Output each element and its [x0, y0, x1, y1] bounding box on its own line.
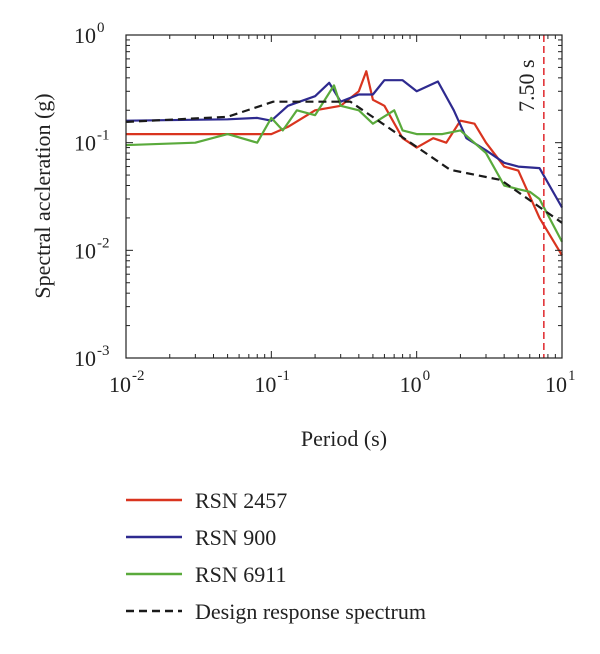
- x-tick-label: 10: [400, 372, 422, 397]
- series-line-0: [126, 70, 563, 256]
- annotation-label: 7.50 s: [514, 59, 539, 112]
- x-tick-label: 10: [109, 372, 131, 397]
- legend: RSN 2457 RSN 900 RSN 6911 Design response s…: [126, 488, 426, 624]
- y-tick-label-exponent: 0: [97, 20, 105, 36]
- series-line-1: [125, 79, 563, 209]
- plot-area: 7.50 s10 -2 10 -1 10 0 10 110 -310 -210 -110 0: [74, 20, 576, 397]
- y-tick-label: 10: [74, 131, 96, 156]
- x-tick-label-exponent: 1: [568, 368, 576, 384]
- series-line-2: [125, 84, 563, 243]
- x-tick-label: 10: [254, 372, 276, 397]
- x-tick-label-exponent: 0: [423, 368, 431, 384]
- y-axis-label: Spectral accleration (g): [30, 93, 55, 298]
- y-tick-label: 10: [74, 238, 96, 263]
- x-tick-label: 10: [545, 372, 567, 397]
- legend-label-3: Design response spectrum: [195, 599, 426, 624]
- y-tick-label-exponent: -2: [97, 235, 110, 251]
- series-line-3: [125, 100, 563, 224]
- legend-label-2: RSN 6911: [195, 562, 286, 587]
- y-tick-label-exponent: -1: [97, 128, 110, 144]
- y-tick-label: 10: [74, 346, 96, 371]
- axes-frame: [125, 34, 563, 359]
- x-tick-label-exponent: -1: [277, 368, 290, 384]
- legend-label-0: RSN 2457: [195, 488, 287, 513]
- x-axis-label: Period (s): [301, 426, 387, 451]
- y-tick-label: 10: [74, 23, 96, 48]
- legend-label-1: RSN 900: [195, 525, 276, 550]
- x-tick-label-exponent: -2: [132, 368, 145, 384]
- y-tick-label-exponent: -3: [97, 343, 110, 359]
